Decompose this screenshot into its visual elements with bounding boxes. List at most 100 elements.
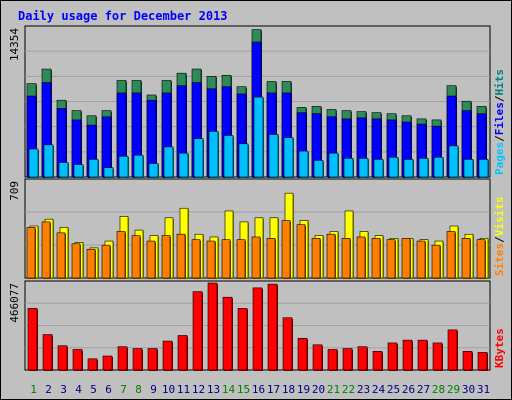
sites-bar [371,238,381,279]
sites-bar [266,238,276,279]
day-label: 23 [357,383,370,396]
sites-bar [131,235,141,279]
day-label: 12 [192,383,205,396]
day-label: 30 [462,383,475,396]
sites-bar [71,243,81,279]
kbytes-bar [342,348,353,371]
pages-bar [58,162,69,178]
pages-bar [178,152,189,178]
day-label: 26 [402,383,415,396]
kbytes-bar [132,348,143,371]
sites-bar [26,227,36,279]
kbytes-bar [177,335,188,371]
day-label: 14 [222,383,236,396]
kbytes-bar [267,283,278,371]
sites-bar [56,232,66,279]
sites-bar [431,244,441,279]
kbytes-bar [147,348,158,371]
kbytes-bar [192,291,203,371]
day-labels: 1 2 3 4 5 6 7 8 9 10 11 12 13 14 15 16 17 18 19 20 21 22 23 24 2… [30,383,490,396]
day-label: 4 [75,383,82,396]
sites-bar [476,239,486,279]
kbytes-bar [87,358,98,371]
day-label: 20 [312,383,325,396]
panel-visits-sites: 709 Sites/Visits [8,178,506,279]
kbytes-bar [402,339,413,371]
pages-bar [43,144,54,178]
legend-entry: / [493,95,506,102]
kbytes-bar [432,342,443,371]
pages-bar [418,158,429,178]
pages-bar [358,158,369,178]
legend-label: Sites/Visits [493,197,506,277]
kbytes-bar [27,308,38,371]
legend-entry: Visits [493,197,506,237]
kbytes-bar [102,355,113,371]
pages-bar [103,167,114,178]
y-max-label: 14354 [8,28,21,61]
pages-bar [388,156,399,178]
kbytes-bar [117,346,128,371]
pages-bar [163,146,174,178]
day-label: 13 [207,383,220,396]
sites-bar [401,238,411,279]
day-label: 6 [105,383,112,396]
pages-bar [208,131,219,178]
pages-bar [118,155,129,178]
kbytes-bar [312,344,323,371]
pages-bar [148,163,159,178]
pages-bar [88,159,99,178]
day-label: 7 [120,383,127,396]
day-label: 10 [162,383,175,396]
kbytes-bar [297,337,308,371]
legend-entry: Hits [493,69,506,96]
day-label: 2 [45,383,52,396]
pages-bar [73,164,84,178]
pages-bar [193,138,204,178]
kbytes-bar [57,345,68,371]
sites-bar [206,240,216,279]
sites-bar [281,220,291,279]
day-label: 18 [282,383,295,396]
day-label: 3 [60,383,67,396]
sites-bar [101,244,111,279]
legend-entry: KBytes [493,328,506,368]
sites-bar [221,239,231,279]
day-label: 28 [432,383,445,396]
sites-bar [41,221,51,279]
day-label: 29 [447,383,460,396]
sites-bar [176,233,186,279]
day-label: 16 [252,383,265,396]
y-max-label: 466077 [8,283,21,323]
day-label: 8 [135,383,142,396]
sites-bar [86,248,96,279]
kbytes-bar [42,334,53,371]
sites-bar [311,238,321,279]
pages-bar [223,135,234,178]
day-label: 5 [90,383,97,396]
kbytes-bar [372,351,383,371]
legend-entry: / [493,135,506,142]
kbytes-bar [417,339,428,371]
pages-bar [313,160,324,178]
sites-bar [161,235,171,279]
pages-bar [298,150,309,178]
legend-label: KBytes [493,328,506,368]
sites-bar [296,224,306,279]
sites-bar [146,240,156,279]
pages-bar [433,156,444,178]
kbytes-bar [462,351,473,371]
pages-bar [268,134,279,178]
sites-bar [356,236,366,279]
sites-bar [191,239,201,279]
pages-bar [238,143,249,178]
pages-bar [448,145,459,178]
sites-bar [446,231,456,279]
sites-bar [416,240,426,279]
day-label: 1 [30,383,37,396]
y-max-label: 709 [8,181,21,201]
day-label: 27 [417,383,430,396]
